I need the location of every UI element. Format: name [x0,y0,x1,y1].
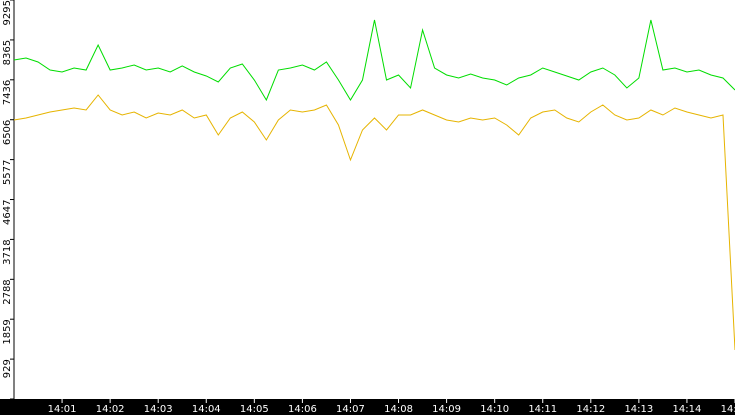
y-tick-label: 6506 [2,120,13,145]
x-tick-label: 14:03 [144,404,173,415]
y-tick-label: 1859 [2,319,13,344]
x-tick-label: 14:15 [721,404,735,415]
x-tick-label: 14:08 [384,404,413,415]
y-tick-label: 2788 [2,279,13,304]
x-tick-label: 14:01 [48,404,77,415]
y-tick-label: 0 [2,399,13,405]
y-tick-label: 3718 [2,239,13,264]
x-tick-label: 14:13 [624,404,653,415]
x-tick-label: 14:12 [576,404,605,415]
y-tick-label: 4647 [2,200,13,225]
x-tick-label: 14:05 [240,404,269,415]
y-tick-label: 929 [2,359,13,378]
x-axis-bar [0,399,735,415]
x-tick-label: 14:09 [432,404,461,415]
x-tick-label: 14:10 [480,404,509,415]
series-line [13,19,735,102]
y-tick-label: 5577 [2,160,13,185]
x-tick-label: 14:07 [336,404,365,415]
x-tick-label: 14:02 [96,404,125,415]
x-tick-label: 14:04 [192,404,221,415]
x-tick-label: 14:14 [673,404,702,415]
x-tick-label: 14:06 [288,404,317,415]
x-tick-label: 14:11 [528,404,557,415]
series-line [13,94,735,351]
y-tick-label: 7436 [2,80,13,105]
y-tick-label: 9295 [2,0,13,25]
y-tick-label: 8365 [2,40,13,65]
